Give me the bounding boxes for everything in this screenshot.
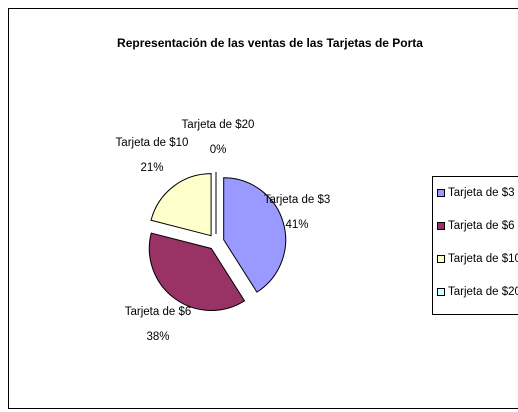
legend-label: Tarjeta de $20 <box>448 286 518 298</box>
slice-label: Tarjeta de $10 <box>116 137 189 149</box>
legend-label: Tarjeta de $6 <box>448 220 515 232</box>
legend-label: Tarjeta de $3 <box>448 187 515 199</box>
pie-slice <box>223 177 287 293</box>
slice-value-label: 0% <box>210 144 227 156</box>
legend-box <box>432 176 518 315</box>
legend-swatch <box>437 222 445 230</box>
legend-swatch <box>437 189 445 197</box>
slice-label: Tarjeta de $20 <box>182 119 255 131</box>
legend-swatch <box>437 255 445 263</box>
pie-slice <box>150 173 212 237</box>
chart-title: Representación de las ventas de las Tarj… <box>117 36 423 50</box>
slice-label: Tarjeta de $3 <box>264 194 331 206</box>
slice-value-label: 38% <box>146 331 169 343</box>
pie-slice <box>148 232 246 311</box>
slice-value-label: 41% <box>285 219 308 231</box>
slice-value-label: 21% <box>140 162 163 174</box>
legend-label: Tarjeta de $10 <box>448 253 518 265</box>
slice-label: Tarjeta de $6 <box>125 306 192 318</box>
legend-swatch <box>437 288 445 296</box>
